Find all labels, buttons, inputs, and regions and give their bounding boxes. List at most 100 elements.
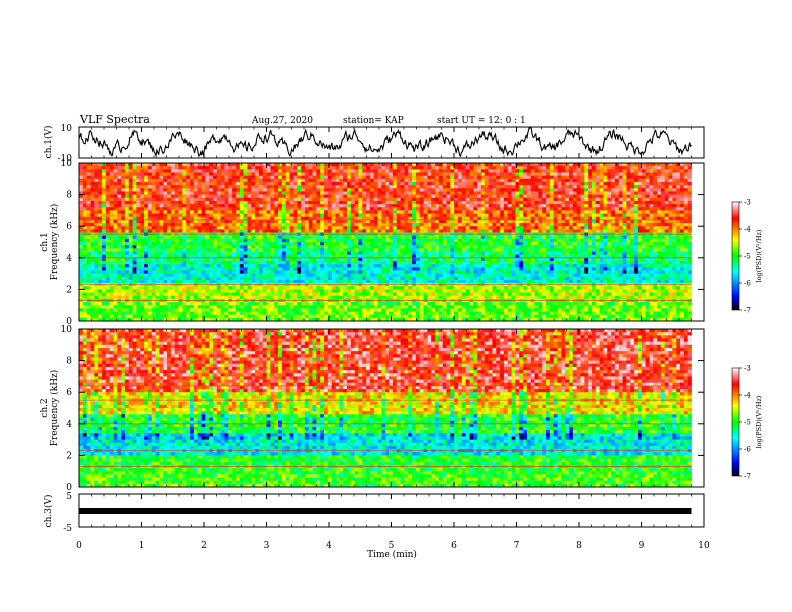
spectrogram-cell [182, 210, 187, 214]
spectrogram-cell [124, 175, 130, 180]
spectrogram-cell [79, 213, 84, 218]
spectrogram-cell [201, 210, 206, 214]
spectrogram-cell [301, 226, 306, 230]
spectrogram-cell [301, 248, 306, 252]
spectrogram-cell [660, 178, 666, 183]
spectrogram-cell [683, 245, 689, 249]
spectrogram-cell [653, 207, 658, 211]
spectrogram-cell [565, 229, 570, 233]
spectrogram-cell [190, 207, 195, 211]
spectrogram-cell [454, 210, 459, 214]
spectrogram-cell [595, 204, 601, 208]
spectrogram-cell [553, 229, 558, 233]
spectrogram-cell [308, 175, 313, 180]
spectrogram-cell [603, 216, 608, 221]
spectrogram-cell [98, 223, 103, 227]
spectrogram-cell [557, 194, 562, 199]
spectrogram-cell [159, 226, 164, 230]
spectrogram-cell [178, 213, 183, 218]
spectrogram-cell [408, 163, 413, 167]
spectrogram-cell [278, 207, 283, 211]
spectrogram-cell [637, 248, 643, 252]
spectrogram-cell [174, 178, 179, 183]
spectrogram-cell [205, 229, 210, 233]
spectrogram-cell [159, 254, 164, 259]
spectrogram-cell [339, 210, 344, 214]
spectrogram-cell [530, 197, 535, 202]
spectrogram-cell [174, 172, 179, 177]
spectrogram-cell [649, 223, 654, 227]
spectrogram-cell [653, 219, 658, 224]
spectrogram-cell [492, 175, 497, 180]
spectrogram-cell [492, 223, 497, 227]
spectrogram-cell [335, 235, 340, 240]
spectrogram-cell [121, 200, 126, 205]
spectrogram-cell [515, 207, 520, 211]
spectrogram-cell [549, 213, 555, 218]
spectrogram-cell [167, 254, 172, 259]
spectrogram-cell [480, 185, 486, 189]
spectrogram-cell [523, 178, 528, 183]
spectrogram-cell [373, 197, 378, 202]
spectrogram-cell [599, 169, 604, 173]
spectrogram-cell [320, 163, 325, 167]
spectrogram-cell [79, 223, 84, 227]
spectrogram-cell [484, 172, 490, 177]
spectrogram-cell [546, 245, 551, 249]
spectrogram-cell [301, 172, 306, 177]
spectrogram-cell [507, 207, 512, 211]
spectrogram-cell [465, 210, 470, 214]
spectrogram-cell [278, 185, 283, 189]
spectrogram-cell [170, 223, 176, 227]
spectrogram-cell [182, 197, 187, 202]
spectrogram-cell [591, 223, 597, 227]
spectrogram-cell [584, 248, 589, 252]
spectrogram-cell [312, 238, 317, 243]
spectrogram-cell [507, 175, 512, 180]
spectrogram-cell [389, 194, 394, 199]
spectrogram-cell [289, 235, 294, 240]
spectrogram-cell [86, 188, 91, 192]
spectrogram-cell [480, 207, 486, 211]
spectrogram-cell [197, 166, 202, 170]
spectrogram-cell [641, 251, 646, 256]
spectrogram-cell [446, 251, 451, 256]
spectrogram-cell [350, 235, 356, 240]
spectrogram-cell [408, 216, 413, 221]
spectrogram-cell [232, 172, 237, 177]
spectrogram-cell [557, 191, 562, 195]
spectrogram-cell [526, 213, 532, 218]
spectrogram-cell [496, 166, 501, 170]
spectrogram-cell [553, 235, 558, 240]
spectrogram-cell [301, 188, 306, 192]
spectrogram-cell [676, 251, 681, 256]
spectrogram-cell [266, 254, 271, 259]
spectrogram-cell [569, 169, 574, 173]
spectrogram-cell [155, 223, 160, 227]
spectrogram-cell [614, 163, 620, 167]
spectrogram-cell [304, 197, 310, 202]
spectrogram-cell [450, 197, 455, 202]
spectrogram-cell [251, 242, 256, 246]
spectrogram-cell [400, 229, 405, 233]
spectrogram-cell [255, 213, 260, 218]
spectrogram-cell [580, 181, 585, 186]
spectrogram-cell [117, 223, 122, 227]
spectrogram-cell [190, 204, 195, 208]
spectrogram-cell [484, 204, 490, 208]
spectrogram-cell [687, 254, 692, 259]
spectrogram-cell [454, 166, 459, 170]
spectrogram-cell [431, 200, 436, 205]
spectrogram-cell [140, 210, 145, 214]
spectrogram-cell [461, 213, 467, 218]
spectrogram-cell [607, 223, 612, 227]
spectrogram-cell [373, 219, 378, 224]
spectrogram-cell [572, 223, 578, 227]
spectrogram-cell [588, 175, 593, 180]
spectrogram-cell [167, 188, 172, 192]
spectrogram-cell [626, 188, 631, 192]
spectrogram-cell [270, 219, 275, 224]
spectrogram-cell [576, 238, 581, 243]
spectrogram-cell [408, 245, 413, 249]
